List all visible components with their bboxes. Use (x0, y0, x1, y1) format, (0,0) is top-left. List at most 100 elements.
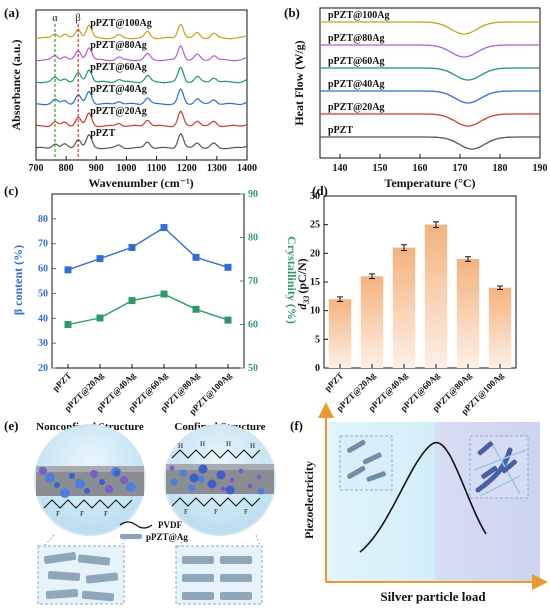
b-xtick-label: 190 (533, 163, 548, 174)
panel-d-ylabel-sub: 33 (302, 296, 311, 305)
atom-f-2: F (80, 510, 84, 518)
atom-h-3: H (226, 440, 231, 448)
c-y2tick-label: 70 (248, 276, 258, 287)
a-xtick-label: 1300 (207, 163, 227, 174)
atom-f-6: F (244, 508, 248, 516)
c-ytick-label: 20 (38, 363, 48, 374)
d-bar (392, 247, 416, 368)
c-ytick-label: 80 (38, 214, 48, 225)
legend-particle: pPZT@Ag (146, 532, 188, 542)
panel-d-y-ticks: 0 5 10 15 20 25 30 (310, 191, 328, 374)
a-series-line (35, 23, 247, 40)
a-marker-label: β (76, 13, 81, 24)
b-xtick-label: 170 (453, 163, 468, 174)
c-ytick-label: 70 (38, 239, 48, 250)
panel-a-series (35, 23, 248, 150)
panel-a-ylabel: Absorbance (a.u.) (9, 39, 23, 130)
c-y2tick-label: 60 (248, 320, 258, 331)
b-series-label: pPZT@60Ag (328, 56, 385, 67)
panel-c-y2label: Crystallinity (%) (285, 236, 299, 324)
panel-c-right-ticks: 50 60 70 80 90 (240, 189, 258, 374)
nonconfined-particles (39, 467, 136, 498)
high-load-inset (469, 435, 529, 499)
particle-legend-icon (120, 534, 142, 539)
d-bar (424, 224, 448, 368)
b-xtick-label: 160 (413, 163, 428, 174)
a-xtick-label: 1400 (237, 163, 257, 174)
c-y2tick-label: 90 (248, 189, 258, 200)
panel-d-bars (328, 221, 512, 368)
c-point (160, 224, 168, 232)
panel-b-ylabel: Heat Flow (W/g) (292, 40, 306, 125)
b-xtick-label: 180 (493, 163, 508, 174)
c-ytick-label: 50 (38, 288, 48, 299)
a-series-line (35, 132, 247, 150)
panel-b-series-labels: pPZT@100Ag pPZT@80Ag pPZT@60Ag pPZT@40Ag pPZ… (328, 10, 390, 136)
panel-f-ylabel: Piezoelectricity (302, 461, 316, 539)
c-y2tick-label: 50 (248, 363, 258, 374)
nonconfined-bubble: F F F (34, 424, 146, 536)
panel-d-ylabel-main: d (295, 303, 309, 310)
atom-h-4: H (250, 442, 255, 450)
a-xtick-label: 800 (59, 163, 74, 174)
panel-a-x-ticks: 700 800 900 1000 1100 1200 1300 1400 (29, 156, 257, 174)
a-series-label: pPZT@20Ag (90, 106, 147, 117)
atom-f-4: F (184, 508, 188, 516)
c-point (96, 255, 104, 263)
atom-f-5: F (214, 508, 218, 516)
d-ytick-label: 5 (315, 334, 320, 345)
d-bar (488, 287, 512, 368)
low-load-inset (339, 435, 393, 491)
a-series-line (36, 45, 248, 62)
a-series-line (35, 66, 248, 84)
c-xtick-label: pPZT (50, 370, 73, 393)
panel-d-x-ticks: pPZTpPZT@20AgpPZT@40AgpPZT@60AgpPZT@80Ag… (322, 364, 506, 417)
b-series-line (320, 113, 540, 127)
a-series-label: pPZT@60Ag (90, 62, 147, 73)
d-ytick-label: 15 (310, 277, 320, 288)
d-ytick-label: 10 (310, 306, 320, 317)
panel-d-ylabel: d33 (pC/N) (295, 258, 311, 309)
panel-b: (b) pPZT@100Ag pPZT@80Ag pPZT@60Ag pPZT@40A… (284, 5, 548, 190)
panel-b-label: (b) (284, 5, 300, 20)
c-point (96, 314, 104, 322)
panel-d-frame (323, 195, 517, 369)
nonconfined-schematic (37, 545, 125, 605)
panel-a-xlabel: Wavenumber (cm⁻¹) (88, 176, 193, 190)
pvdf-legend-icon (119, 521, 153, 529)
panel-b-x-ticks: 140 150 160 170 180 190 (333, 154, 548, 174)
a-marker-label: α (52, 13, 58, 24)
d-ytick-label: 30 (310, 191, 320, 202)
b-series-line (320, 44, 540, 58)
panel-e-label: (e) (4, 418, 18, 433)
c-y2tick-label: 80 (248, 233, 258, 244)
panel-b-series (320, 21, 540, 150)
d-ytick-label: 25 (310, 220, 320, 231)
a-xtick-label: 1100 (147, 163, 166, 174)
confined-bubble: H H H H F F F (164, 424, 276, 536)
c-ytick-label: 40 (38, 313, 48, 324)
panel-a-label: (a) (4, 5, 19, 20)
b-xtick-label: 140 (333, 163, 348, 174)
panel-f: (f) Piezoelectricity Silver particle loa… (290, 402, 548, 604)
c-point (192, 305, 200, 313)
c-ytick-label: 60 (38, 264, 48, 275)
a-series-line (36, 110, 248, 128)
c-point (64, 321, 72, 328)
b-series-line (320, 67, 540, 81)
atom-f-1: F (56, 510, 60, 518)
atom-f-3: F (104, 510, 108, 518)
a-series-label: pPZT (90, 128, 115, 139)
c-point (192, 253, 200, 261)
panel-f-xlabel: Silver particle load (380, 589, 486, 604)
c-series-line (67, 226, 229, 271)
c-ytick-label: 30 (38, 338, 48, 349)
panel-b-frame (319, 7, 541, 159)
panel-c-ylabel: β content (%) (11, 245, 25, 315)
c-point (64, 266, 72, 274)
d-bar (456, 259, 480, 368)
b-series-line (320, 90, 540, 104)
a-series-label: pPZT@40Ag (90, 84, 147, 95)
d-ytick-label: 0 (315, 363, 320, 374)
